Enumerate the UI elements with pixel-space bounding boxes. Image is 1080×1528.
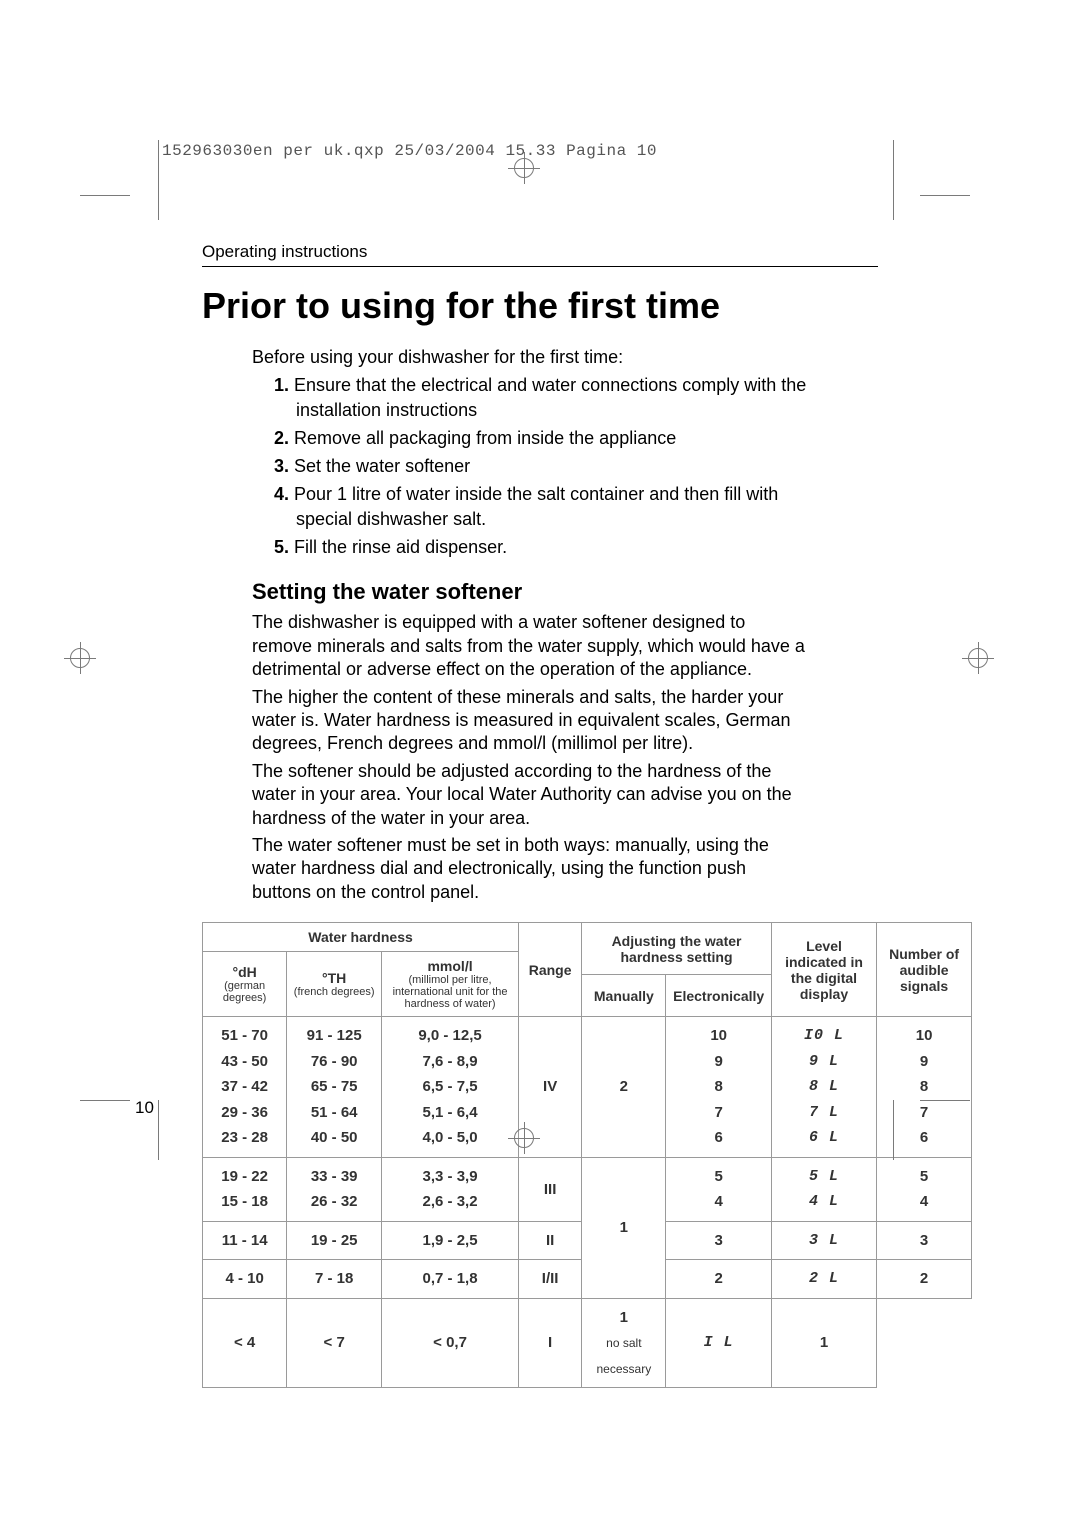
cell-mmol: 9,0 - 12,57,6 - 8,96,5 - 7,55,1 - 6,44,0… — [382, 1017, 519, 1158]
reg-mark — [893, 140, 894, 220]
th-signals: Number of audible signals — [877, 923, 972, 1017]
cell-dh: 4 - 10 — [203, 1260, 287, 1299]
reg-mark — [893, 1100, 894, 1160]
reg-mark — [80, 195, 130, 196]
cell-range: I — [519, 1298, 582, 1388]
cell-signals: 2 — [877, 1260, 972, 1299]
reg-mark — [920, 195, 970, 196]
cell-dh: 51 - 7043 - 5037 - 4229 - 3623 - 28 — [203, 1017, 287, 1158]
cell-display: 3 L — [771, 1221, 876, 1260]
th-manually: Manually — [582, 975, 666, 1017]
th-electronically: Electronically — [666, 975, 771, 1017]
cell-display: 5 L4 L — [771, 1157, 876, 1221]
th-range: Range — [519, 923, 582, 1017]
th-dh: °dH(german degrees) — [203, 952, 287, 1017]
intro-text: Before using your dishwasher for the fir… — [252, 345, 808, 369]
cell-th: < 7 — [287, 1298, 382, 1388]
cell-signals: 54 — [877, 1157, 972, 1221]
body-paragraph: The higher the content of these minerals… — [252, 686, 808, 756]
cell-mmol: 1,9 - 2,5 — [382, 1221, 519, 1260]
reg-mark — [978, 642, 979, 674]
reg-mark — [80, 1100, 130, 1101]
cell-display: I0 L9 L8 L7 L6 L — [771, 1017, 876, 1158]
cell-electronically: 1no salt necessary — [582, 1298, 666, 1388]
step-item: 3. Set the water softener — [274, 454, 808, 478]
reg-mark — [158, 140, 159, 220]
reg-mark — [524, 152, 525, 184]
cell-electronically: 3 — [666, 1221, 771, 1260]
cell-mmol: 0,7 - 1,8 — [382, 1260, 519, 1299]
cell-range: III — [519, 1157, 582, 1221]
step-item: 4. Pour 1 litre of water inside the salt… — [274, 482, 808, 531]
cell-mmol: < 0,7 — [382, 1298, 519, 1388]
step-item: 2. Remove all packaging from inside the … — [274, 426, 808, 450]
cell-electronically: 2 — [666, 1260, 771, 1299]
cell-signals: 3 — [877, 1221, 972, 1260]
page-number: 10 — [135, 1098, 154, 1118]
cell-th: 91 - 12576 - 9065 - 7551 - 6440 - 50 — [287, 1017, 382, 1158]
cell-manually: 1 — [582, 1157, 666, 1298]
step-item: 1. Ensure that the electrical and water … — [274, 373, 808, 422]
page: 152963030en per uk.qxp 25/03/2004 15.33 … — [0, 0, 1080, 1528]
water-hardness-table: Water hardnessRangeAdjusting the water h… — [202, 922, 972, 1388]
body-text: The dishwasher is equipped with a water … — [82, 611, 998, 904]
cell-range: II — [519, 1221, 582, 1260]
cell-range: I/II — [519, 1260, 582, 1299]
reg-mark — [80, 642, 81, 674]
running-head-rule — [202, 266, 878, 267]
th-water-hardness: Water hardness — [203, 923, 519, 952]
body-paragraph: The water softener must be set in both w… — [252, 834, 808, 904]
intro-block: Before using your dishwasher for the fir… — [252, 345, 808, 559]
cell-display: I L — [666, 1298, 771, 1388]
cell-dh: 11 - 14 — [203, 1221, 287, 1260]
reg-mark — [524, 1122, 525, 1154]
table-row: < 4< 7< 0,7I1no salt necessaryI L1 — [203, 1298, 972, 1388]
print-header-line: 152963030en per uk.qxp 25/03/2004 15.33 … — [162, 142, 998, 160]
th-mmol: mmol/l(millimol per litre, international… — [382, 952, 519, 1017]
body-paragraph: The dishwasher is equipped with a water … — [252, 611, 808, 681]
subheading: Setting the water softener — [252, 579, 998, 605]
cell-th: 33 - 3926 - 32 — [287, 1157, 382, 1221]
reg-mark — [158, 1100, 159, 1160]
cell-th: 7 - 18 — [287, 1260, 382, 1299]
step-item: 5. Fill the rinse aid dispenser. — [274, 535, 808, 559]
cell-th: 19 - 25 — [287, 1221, 382, 1260]
reg-mark — [920, 1100, 970, 1101]
cell-dh: 19 - 2215 - 18 — [203, 1157, 287, 1221]
th-th: °TH(french degrees) — [287, 952, 382, 1017]
cell-electronically: 54 — [666, 1157, 771, 1221]
running-head: Operating instructions — [202, 242, 998, 262]
cell-electronically: 109876 — [666, 1017, 771, 1158]
cell-manually: 2 — [582, 1017, 666, 1158]
body-paragraph: The softener should be adjusted accordin… — [252, 760, 808, 830]
cell-mmol: 3,3 - 3,92,6 - 3,2 — [382, 1157, 519, 1221]
th-adjusting: Adjusting the water hardness setting — [582, 923, 772, 975]
cell-signals: 109876 — [877, 1017, 972, 1158]
steps-list: 1. Ensure that the electrical and water … — [252, 373, 808, 559]
cell-dh: < 4 — [203, 1298, 287, 1388]
cell-signals: 1 — [771, 1298, 876, 1388]
cell-display: 2 L — [771, 1260, 876, 1299]
th-level: Level indicated in the digital display — [771, 923, 876, 1017]
page-title: Prior to using for the first time — [202, 285, 998, 327]
